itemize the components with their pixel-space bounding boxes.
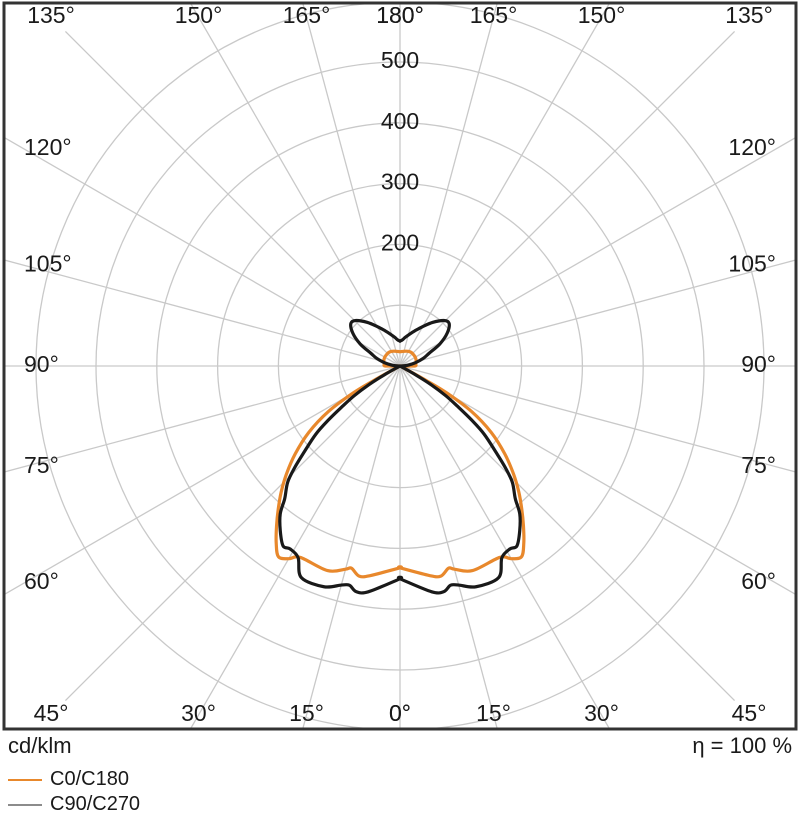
svg-text:135°: 135° [725, 2, 773, 28]
svg-text:15°: 15° [289, 700, 324, 726]
svg-text:45°: 45° [732, 700, 767, 726]
svg-text:300: 300 [381, 169, 419, 195]
svg-text:75°: 75° [741, 452, 776, 478]
svg-text:90°: 90° [741, 351, 776, 377]
svg-text:400: 400 [381, 108, 419, 134]
svg-text:200: 200 [381, 229, 419, 255]
svg-text:75°: 75° [24, 452, 59, 478]
svg-text:150°: 150° [175, 2, 223, 28]
svg-text:45°: 45° [34, 700, 69, 726]
svg-text:105°: 105° [728, 250, 776, 276]
svg-text:60°: 60° [741, 568, 776, 594]
svg-text:120°: 120° [24, 134, 72, 160]
svg-text:0°: 0° [389, 700, 411, 726]
svg-text:165°: 165° [470, 2, 518, 28]
svg-text:30°: 30° [181, 700, 216, 726]
svg-text:165°: 165° [283, 2, 331, 28]
svg-text:500: 500 [381, 47, 419, 73]
svg-text:120°: 120° [728, 134, 776, 160]
svg-text:15°: 15° [476, 700, 511, 726]
svg-text:180°: 180° [376, 2, 424, 28]
svg-text:90°: 90° [24, 351, 59, 377]
svg-text:135°: 135° [27, 2, 75, 28]
svg-text:105°: 105° [24, 250, 72, 276]
svg-text:150°: 150° [578, 2, 626, 28]
svg-text:30°: 30° [584, 700, 619, 726]
svg-text:60°: 60° [24, 568, 59, 594]
